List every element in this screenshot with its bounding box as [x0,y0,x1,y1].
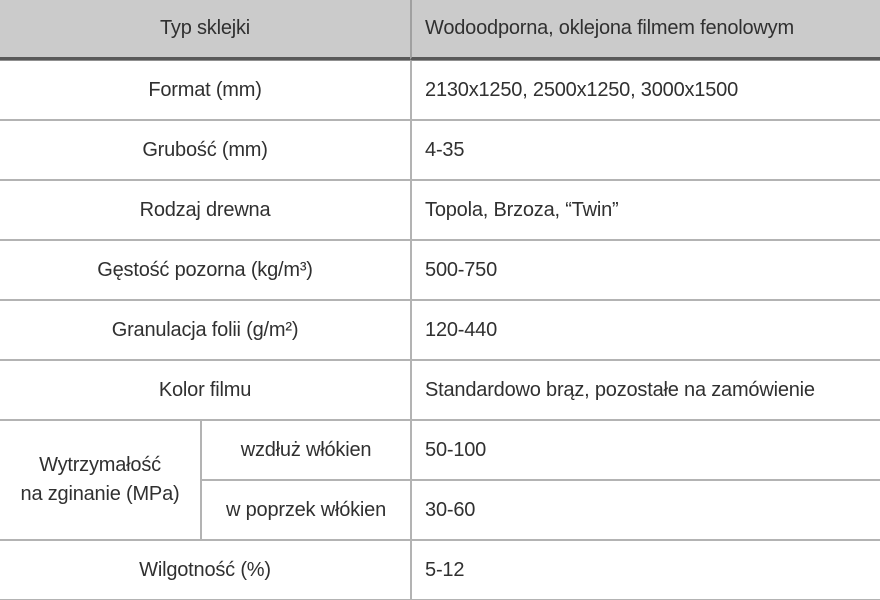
row-label: Rodzaj drewna [0,181,411,241]
row-label: Granulacja folii (g/m²) [0,301,411,361]
row-label: Wilgotność (%) [0,541,411,600]
row-value: Topola, Brzoza, “Twin” [410,181,880,241]
strength-group-label: Wytrzymałość na zginanie (MPa) [0,421,200,541]
row-label: Format (mm) [0,60,411,121]
spec-row-moisture: Wilgotność (%) 5-12 [0,541,880,600]
header-type-label: Typ sklejki [0,0,411,60]
sub-row-label: w poprzek włókien [200,481,411,541]
spec-row-format: Format (mm) 2130x1250, 2500x1250, 3000x1… [0,60,880,121]
spec-row-thickness: Grubość (mm) 4-35 [0,121,880,181]
strength-group-label-line1: Wytrzymałość [39,454,161,476]
row-label: Grubość (mm) [0,121,411,181]
sub-row-label: wzdłuż włókien [200,421,411,481]
spec-row-foil-granulation: Granulacja folii (g/m²) 120-440 [0,301,880,361]
row-value: 500-750 [410,241,880,301]
spec-row-strength-across: w poprzek włókien 30-60 [0,481,880,541]
table-header-row: Typ sklejki Wodoodporna, oklejona filmem… [0,0,880,60]
spec-row-wood-type: Rodzaj drewna Topola, Brzoza, “Twin” [0,181,880,241]
spec-row-strength-along: Wytrzymałość na zginanie (MPa) wzdłuż wł… [0,421,880,541]
row-value: 2130x1250, 2500x1250, 3000x1500 [410,60,880,121]
row-label: Kolor filmu [0,361,411,421]
strength-group-label-line2: na zginanie (MPa) [20,483,180,505]
row-value: 4-35 [410,121,880,181]
row-value: Standardowo brąz, pozostałe na zamówieni… [410,361,880,421]
row-value: 120-440 [410,301,880,361]
spec-row-density: Gęstość pozorna (kg/m³) 500-750 [0,241,880,301]
spec-row-film-color: Kolor filmu Standardowo brąz, pozostałe … [0,361,880,421]
sub-row-value: 30-60 [410,481,880,541]
row-label: Gęstość pozorna (kg/m³) [0,241,411,301]
header-type-value: Wodoodporna, oklejona filmem fenolowym [410,0,880,60]
row-value: 5-12 [410,541,880,600]
sub-row-value: 50-100 [410,421,880,481]
